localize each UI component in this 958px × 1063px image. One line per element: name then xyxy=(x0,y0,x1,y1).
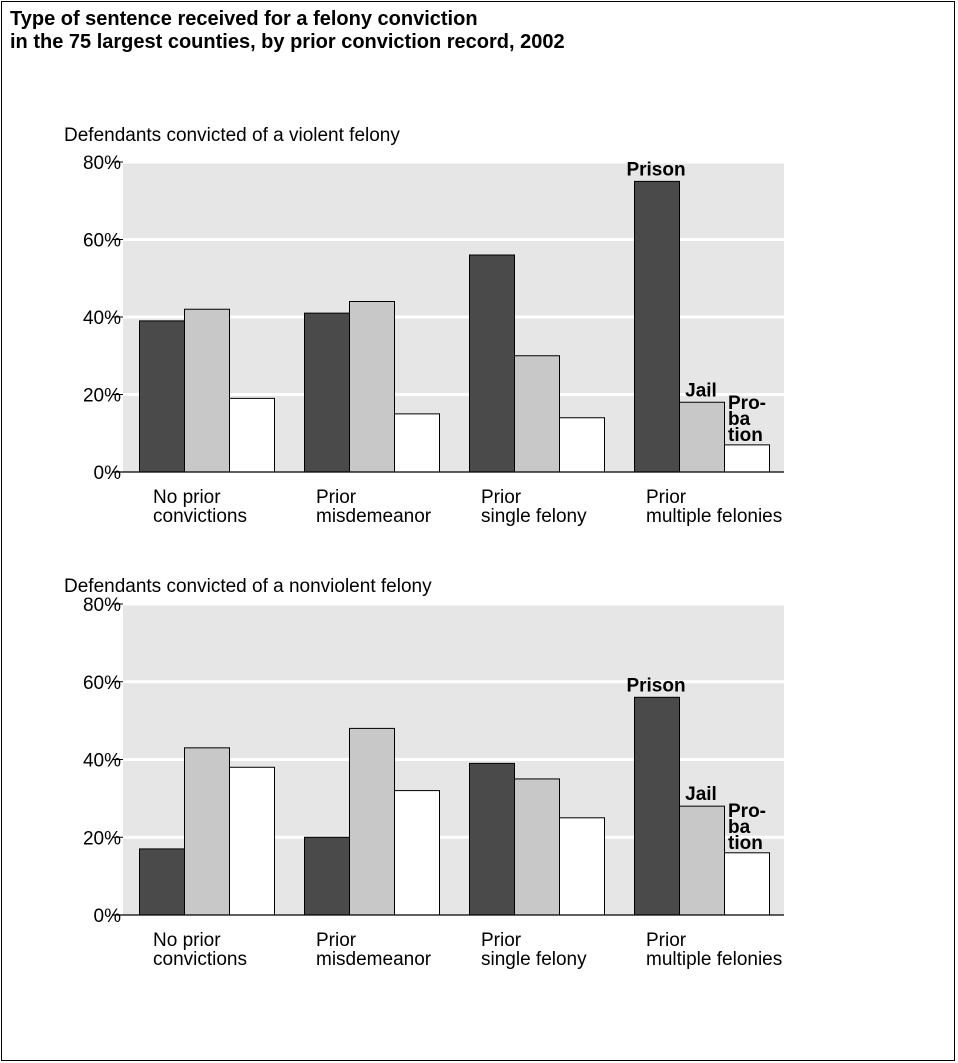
x-category-label-line2: single felony xyxy=(481,506,587,527)
bar-prison xyxy=(304,312,350,473)
bar-jail xyxy=(514,778,560,916)
bar-jail xyxy=(184,308,230,473)
x-category-label-line2: multiple felonies xyxy=(646,506,782,527)
x-category-label-line1: Prior xyxy=(646,487,687,508)
bar-jail xyxy=(514,355,560,473)
bar-pro-ba-tion xyxy=(559,817,605,916)
bar-jail xyxy=(184,747,230,916)
y-tick-label: 0% xyxy=(94,906,122,927)
bar-jail xyxy=(679,805,725,916)
y-tick-label: 60% xyxy=(83,673,121,694)
series-label-probation: tion xyxy=(728,425,763,446)
series-label-prison: Prison xyxy=(626,675,685,696)
series-label-probation: Pro- xyxy=(728,801,766,822)
bar-pro-ba-tion xyxy=(724,444,770,473)
y-tick-label: 80% xyxy=(83,153,121,174)
series-label-probation: tion xyxy=(728,833,763,854)
series-label-jail: Jail xyxy=(685,380,717,401)
series-label-jail: Jail xyxy=(685,784,717,805)
bar-pro-ba-tion xyxy=(229,766,275,916)
series-label-probation: ba xyxy=(728,409,751,430)
y-tick-label: 20% xyxy=(83,828,121,849)
y-tick-label: 40% xyxy=(83,751,121,772)
y-tick-label: 20% xyxy=(83,386,121,407)
bar-jail xyxy=(679,401,725,473)
bar-pro-ba-tion xyxy=(229,397,275,473)
x-category-label-line2: single felony xyxy=(481,949,587,970)
bar-pro-ba-tion xyxy=(724,852,770,916)
bar-prison xyxy=(139,848,185,916)
x-category-label-line1: No prior xyxy=(153,930,221,951)
x-category-label-line2: convictions xyxy=(153,949,247,970)
x-category-label-line1: Prior xyxy=(316,930,357,951)
series-label-probation: Pro- xyxy=(728,393,766,414)
panel-subtitle: Defendants convicted of a nonviolent fel… xyxy=(64,576,432,597)
x-category-label-line2: convictions xyxy=(153,506,247,527)
series-label-probation: ba xyxy=(728,817,751,838)
x-category-label-line2: multiple felonies xyxy=(646,949,782,970)
x-category-label-line1: No prior xyxy=(153,487,221,508)
panel-subtitle: Defendants convicted of a violent felony xyxy=(64,125,400,146)
x-category-label-line1: Prior xyxy=(646,930,687,951)
chart-title: Type of sentence received for a felony c… xyxy=(10,8,565,54)
x-category-label-line1: Prior xyxy=(316,487,357,508)
chart-title-line-1: Type of sentence received for a felony c… xyxy=(10,8,478,30)
bar-jail xyxy=(349,727,395,916)
x-category-label-line2: misdemeanor xyxy=(316,949,432,970)
x-category-label-line1: Prior xyxy=(481,487,522,508)
y-tick-label: 40% xyxy=(83,308,121,329)
bar-prison xyxy=(469,762,515,916)
x-category-label-line1: Prior xyxy=(481,930,522,951)
bar-prison xyxy=(469,254,515,473)
bar-pro-ba-tion xyxy=(394,790,440,916)
chart-title-line-2: in the 75 largest counties, by prior con… xyxy=(10,31,565,53)
bar-pro-ba-tion xyxy=(559,417,605,473)
x-category-label-line2: misdemeanor xyxy=(316,506,432,527)
y-tick-label: 0% xyxy=(94,463,122,484)
bar-jail xyxy=(349,301,395,473)
bar-pro-ba-tion xyxy=(394,413,440,473)
bar-prison xyxy=(304,836,350,916)
series-label-prison: Prison xyxy=(626,159,685,180)
bar-prison xyxy=(139,320,185,473)
bar-prison xyxy=(634,696,680,916)
y-tick-label: 80% xyxy=(83,595,121,616)
bar-prison xyxy=(634,180,680,473)
y-tick-label: 60% xyxy=(83,231,121,252)
